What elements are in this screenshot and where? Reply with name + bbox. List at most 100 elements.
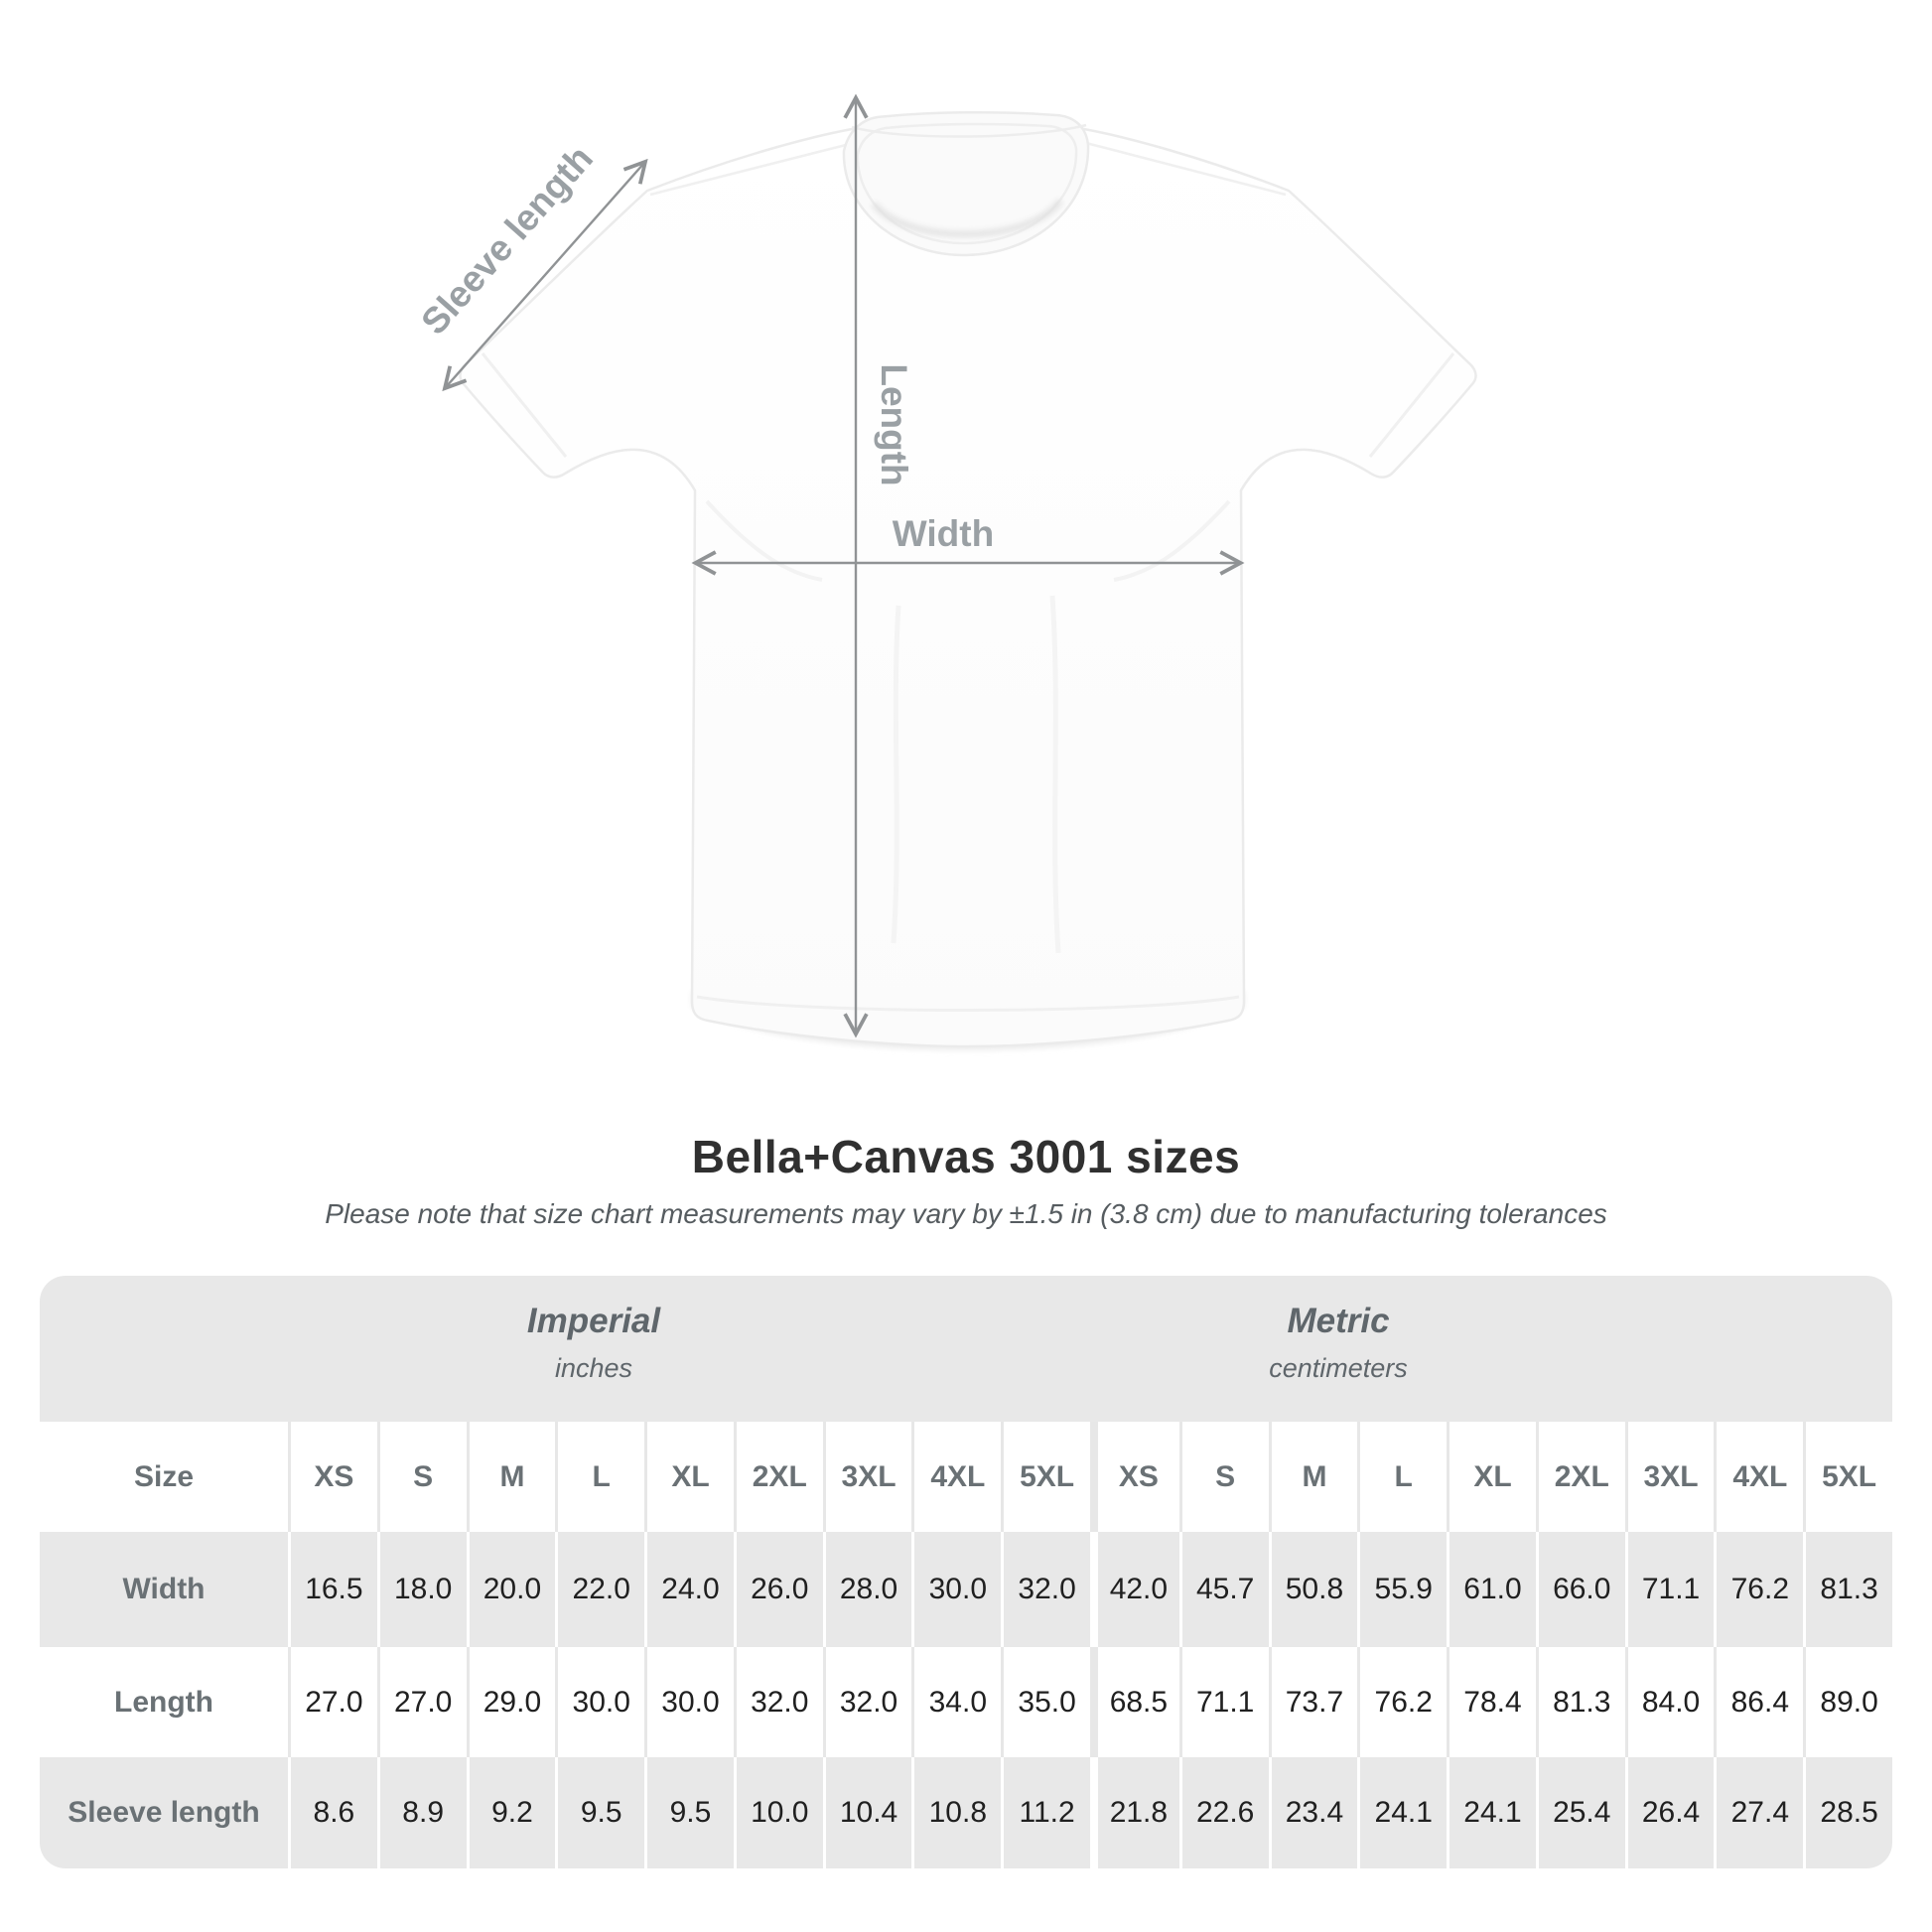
tshirt-graphic [459,118,1477,1048]
size-header-metric-4xl: 4XL [1714,1422,1803,1532]
table-row-width: Width 16.5 18.0 20.0 22.0 24.0 26.0 28.0… [40,1532,1892,1647]
length-imperial-value: 32.0 [822,1647,912,1757]
size-header-metric-s: S [1178,1422,1269,1532]
width-imperial-value: 26.0 [733,1532,823,1647]
right-shoulder-seam [1085,141,1287,197]
back-collar-edge [851,123,1087,138]
section-unit: inches [554,1353,633,1383]
length-imperial-value: 32.0 [733,1647,823,1757]
sleeve-metric-value: 25.4 [1535,1757,1625,1868]
row-label-sleeve-length: Sleeve length [68,1796,260,1829]
size-header-metric-3xl: 3XL [1624,1422,1715,1532]
tshirt-measurement-diagram: Sleeve length Length Width [413,93,1477,1050]
size-header-metric-xs: XS [1090,1422,1179,1532]
hem-seam [696,995,1240,1012]
width-metric-value: 55.9 [1357,1532,1447,1647]
row-label-width: Width [122,1573,206,1605]
width-imperial-value: 30.0 [911,1532,1001,1647]
width-label: Width [893,513,994,554]
length-imperial-value: 27.0 [288,1647,377,1757]
width-metric-value: 66.0 [1535,1532,1625,1647]
sleeve-imperial-value: 8.9 [376,1757,467,1868]
size-header-metric-m: M [1268,1422,1358,1532]
length-imperial-value: 30.0 [555,1647,644,1757]
wrinkle [891,605,901,944]
length-imperial-value: 29.0 [466,1647,556,1757]
right-cuff-seam [1368,352,1455,458]
width-metric-value: 76.2 [1714,1532,1803,1647]
page-title: Bella+Canvas 3001 sizes [691,1131,1241,1182]
width-imperial-value: 16.5 [288,1532,377,1647]
length-metric-value: 81.3 [1535,1647,1625,1757]
collar-opening [842,110,1090,257]
width-imperial-value: 20.0 [466,1532,556,1647]
section-name: Metric [1287,1302,1390,1340]
sleeve-imperial-value: 10.0 [733,1757,823,1868]
sleeve-metric-value: 24.1 [1447,1757,1536,1868]
section-header-metric: Metric centimeters [1269,1276,1408,1384]
sleeve-imperial-value: 10.8 [911,1757,1001,1868]
sleeve-imperial-value: 9.2 [466,1757,556,1868]
length-metric-value: 73.7 [1268,1647,1358,1757]
sleeve-metric-value: 26.4 [1624,1757,1715,1868]
size-header-metric-xl: XL [1447,1422,1536,1532]
table-row-size-header: Size XS S M L XL 2XL 3XL 4XL 5XL XS S M … [40,1422,1892,1532]
sleeve-imperial-value: 9.5 [555,1757,644,1868]
width-metric-value: 45.7 [1178,1532,1269,1647]
width-imperial-value: 32.0 [1001,1532,1090,1647]
unit-header-band: Imperial inches Metric centimeters [40,1276,1892,1422]
wrinkle [1049,595,1061,954]
sleeve-metric-value: 27.4 [1714,1757,1803,1868]
width-metric-value: 50.8 [1268,1532,1358,1647]
length-metric-value: 68.5 [1090,1647,1179,1757]
width-metric-value: 42.0 [1090,1532,1179,1647]
length-metric-value: 86.4 [1714,1647,1803,1757]
sleeve-length-arrow [442,158,648,392]
length-label: Length [874,363,914,485]
width-imperial-value: 18.0 [376,1532,467,1647]
size-header-imperial-5xl: 5XL [1001,1422,1090,1532]
length-imperial-value: 30.0 [644,1647,734,1757]
length-metric-value: 76.2 [1357,1647,1447,1757]
page-subtitle: Please note that size chart measurements… [325,1198,1607,1229]
size-header-imperial-4xl: 4XL [911,1422,1001,1532]
collar-ribbing [856,122,1078,245]
length-imperial-value: 27.0 [376,1647,467,1757]
length-metric-value: 71.1 [1178,1647,1269,1757]
width-metric-value: 81.3 [1803,1532,1892,1647]
section-unit: centimeters [1269,1353,1408,1383]
size-header-metric-2xl: 2XL [1535,1422,1625,1532]
size-table: Imperial inches Metric centimeters Size … [40,1276,1892,1868]
size-header-imperial-3xl: 3XL [822,1422,912,1532]
sleeve-metric-value: 21.8 [1090,1757,1179,1868]
width-imperial-value: 22.0 [555,1532,644,1647]
width-imperial-value: 28.0 [822,1532,912,1647]
length-imperial-value: 35.0 [1001,1647,1090,1757]
collar-shadow [871,199,1063,237]
width-imperial-value: 24.0 [644,1532,734,1647]
left-shoulder-seam [649,143,847,197]
table-row-sleeve-length: Sleeve length 8.6 8.9 9.2 9.5 9.5 10.0 1… [40,1757,1892,1868]
sleeve-metric-value: 28.5 [1803,1757,1892,1868]
sleeve-imperial-value: 9.5 [644,1757,734,1868]
size-header-imperial-l: L [555,1422,644,1532]
sleeve-imperial-value: 11.2 [1001,1757,1090,1868]
size-header-imperial-2xl: 2XL [733,1422,823,1532]
length-imperial-value: 34.0 [911,1647,1001,1757]
size-header-metric-5xl: 5XL [1803,1422,1892,1532]
size-header-imperial-xl: XL [644,1422,734,1532]
section-header-imperial: Imperial inches [527,1276,660,1384]
size-column-label: Size [133,1459,195,1493]
sleeve-metric-value: 24.1 [1357,1757,1447,1868]
size-header-imperial-s: S [376,1422,467,1532]
row-label-length: Length [114,1685,213,1719]
length-metric-value: 84.0 [1624,1647,1715,1757]
sleeve-imperial-value: 10.4 [822,1757,912,1868]
sleeve-imperial-value: 8.6 [288,1757,377,1868]
sleeve-metric-value: 23.4 [1268,1757,1358,1868]
width-metric-value: 61.0 [1447,1532,1536,1647]
table-row-length: Length 27.0 27.0 29.0 30.0 30.0 32.0 32.… [40,1647,1892,1757]
size-header-imperial-xs: XS [288,1422,377,1532]
sleeve-metric-value: 22.6 [1178,1757,1269,1868]
